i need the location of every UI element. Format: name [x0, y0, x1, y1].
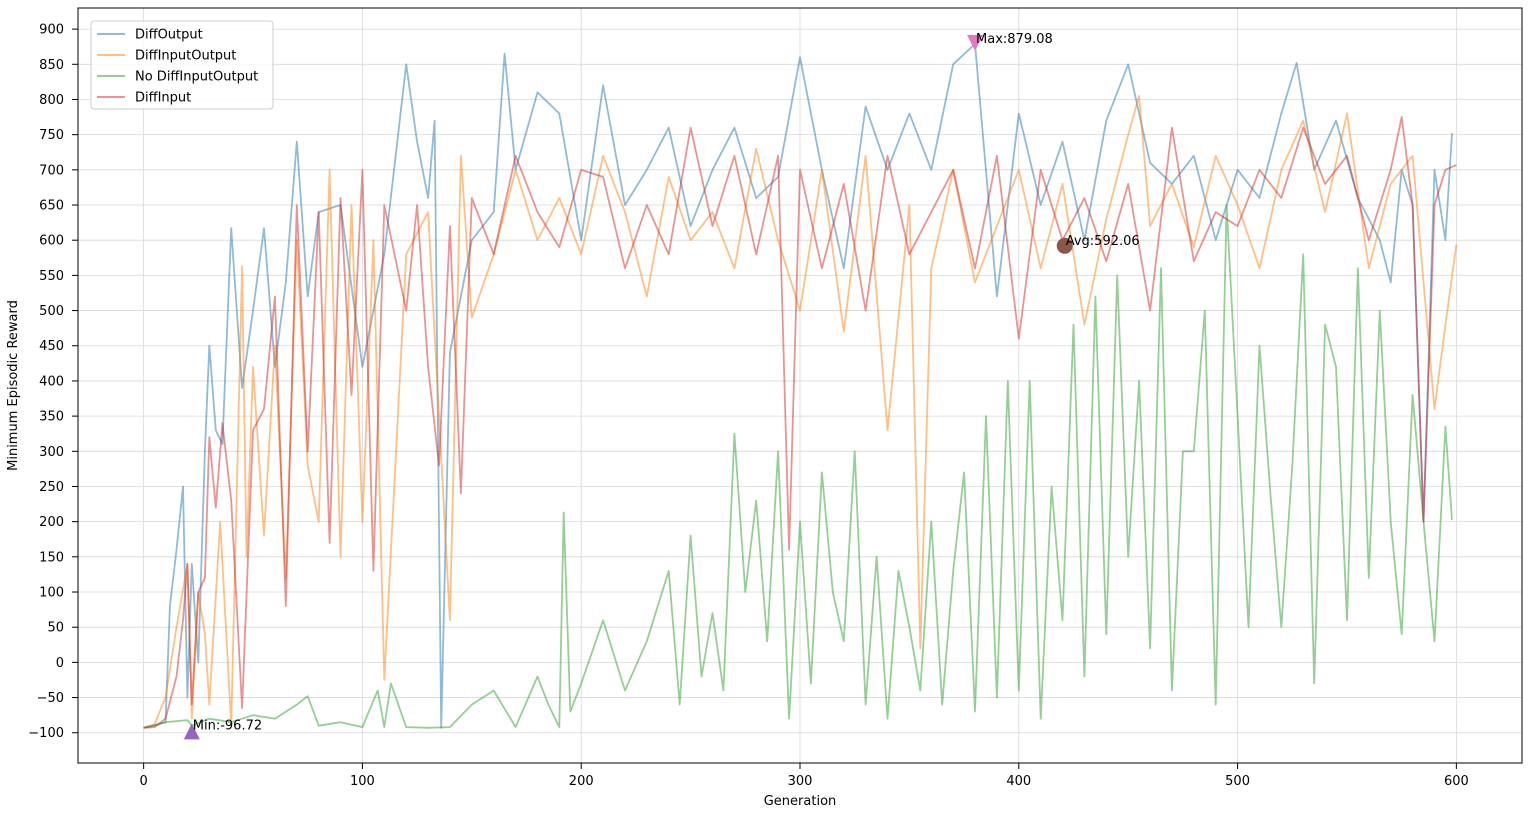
y-tick-label: 550 — [39, 269, 64, 284]
x-tick-label: 500 — [1225, 774, 1250, 789]
max-marker — [967, 34, 984, 51]
x-tick-label: 300 — [788, 774, 813, 789]
y-tick-label: 0 — [56, 656, 64, 671]
legend-label: DiffOutput — [135, 28, 203, 43]
avg-marker — [1056, 237, 1073, 254]
x-tick-label: 0 — [139, 774, 147, 789]
y-tick-label: 250 — [39, 480, 64, 495]
x-tick-label: 600 — [1444, 774, 1469, 789]
y-tick-label: 100 — [39, 586, 64, 601]
y-tick-label: −50 — [37, 691, 64, 706]
y-tick-label: 900 — [39, 23, 64, 38]
y-tick-label: 750 — [39, 128, 64, 143]
annotations: Max:879.08 Avg:592.06 Min:-96.72 — [183, 32, 1140, 740]
legend: DiffOutput DiffInputOutput No DiffInputOut… — [90, 20, 274, 110]
y-tick-label: 700 — [39, 163, 64, 178]
x-axis-title: Generation — [764, 794, 837, 809]
series-line-diffinput — [143, 116, 1457, 729]
y-tick-label: 350 — [39, 410, 64, 425]
x-tick-label: 200 — [569, 774, 594, 789]
y-tick-label: 800 — [39, 93, 64, 108]
legend-label: DiffInputOutput — [135, 49, 236, 64]
y-tick-label: 850 — [39, 58, 64, 73]
y-tick-label: 450 — [39, 339, 64, 354]
axis-ticks: 0 100 200 300 400 500 600 −100 −50 0 50 100 150 200 25… — [28, 23, 1468, 789]
legend-label: No DiffInputOutput — [135, 70, 258, 85]
series-line-no-diffinputoutput — [143, 204, 1453, 729]
y-tick-label: 500 — [39, 304, 64, 319]
series-line-diffinputoutput — [143, 95, 1458, 729]
y-tick-label: 200 — [39, 515, 64, 530]
y-axis-title: Minimum Episodic Reward — [6, 300, 21, 471]
y-tick-label: −100 — [28, 726, 64, 741]
x-tick-label: 100 — [350, 774, 375, 789]
y-tick-label: 50 — [47, 621, 64, 636]
x-tick-label: 400 — [1006, 774, 1031, 789]
y-tick-label: 650 — [39, 199, 64, 214]
y-tick-label: 300 — [39, 445, 64, 460]
y-tick-label: 150 — [39, 550, 64, 565]
series-lines — [143, 43, 1458, 729]
series-line-diffoutput — [143, 43, 1453, 729]
avg-annotation-label: Avg:592.06 — [1066, 234, 1140, 249]
max-annotation-label: Max:879.08 — [976, 32, 1053, 47]
y-tick-label: 400 — [39, 374, 64, 389]
legend-label: DiffInput — [135, 91, 191, 106]
y-tick-label: 600 — [39, 234, 64, 249]
min-annotation-label: Min:-96.72 — [193, 718, 262, 733]
legend-box — [90, 20, 274, 110]
min-marker — [183, 723, 200, 740]
